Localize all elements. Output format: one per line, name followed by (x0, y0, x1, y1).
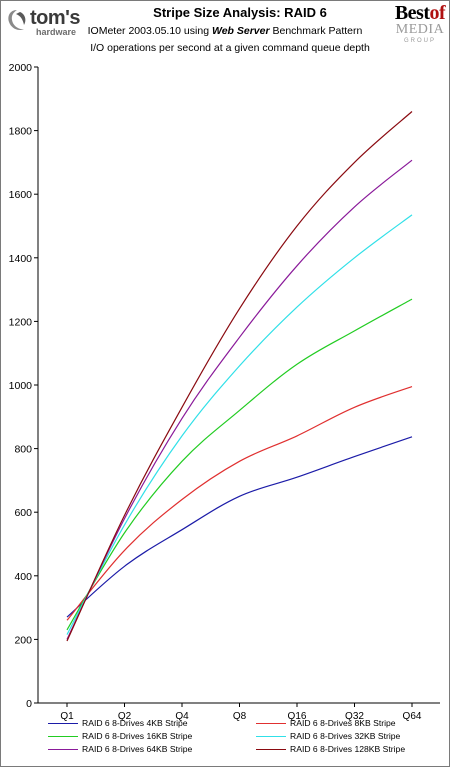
y-tick-label: 400 (14, 571, 32, 583)
legend-label: RAID 6 8-Drives 128KB Stripe (290, 744, 406, 754)
y-tick-label: 800 (14, 444, 32, 456)
series-line-3 (66, 298, 413, 631)
toms-hardware-logo: tom's hardware (6, 6, 86, 40)
series-line-1 (66, 436, 413, 618)
logo-text: tom's (30, 7, 81, 29)
x-tick-label: Q16 (288, 711, 307, 722)
y-tick-label: 1600 (9, 189, 33, 201)
y-tick-label: 1200 (9, 316, 33, 328)
legend-swatch (48, 723, 78, 724)
legend-swatch (48, 749, 78, 750)
series-line-2 (66, 386, 413, 621)
y-tick-label: 2000 (9, 62, 33, 74)
toms-hardware-swirl-icon (8, 10, 26, 31)
chart-subtitle: IOMeter 2003.05.10 using Web Server Benc… (87, 25, 363, 37)
media-text: MEDIA (395, 22, 445, 37)
legend-swatch (256, 736, 286, 737)
legend-label: RAID 6 8-Drives 64KB Stripe (82, 744, 193, 754)
legend-label: RAID 6 8-Drives 8KB Stripe (290, 718, 396, 728)
x-tick-label: Q8 (233, 711, 247, 722)
best-of-media-logo: Bestof MEDIA GROUP (392, 3, 448, 49)
y-tick-label: 1800 (9, 126, 33, 138)
best-of-text: Bestof (394, 2, 446, 24)
x-tick-label: Q2 (118, 711, 132, 722)
x-tick-label: Q32 (345, 711, 364, 722)
x-tick-label: Q1 (60, 711, 74, 722)
y-tick-label: 1000 (9, 380, 33, 392)
chart-title: Stripe Size Analysis: RAID 6 (153, 5, 327, 20)
legend-swatch (256, 723, 286, 724)
series-line-6 (66, 111, 413, 642)
chart-subtitle-2: I/O operations per second at a given com… (90, 42, 370, 54)
legend-label: RAID 6 8-Drives 4KB Stripe (82, 718, 188, 728)
logo-subtext: hardware (36, 27, 77, 37)
legend-label: RAID 6 8-Drives 32KB Stripe (290, 731, 401, 741)
series-line-4 (66, 214, 413, 635)
y-tick-label: 1400 (9, 253, 33, 265)
legend-label: RAID 6 8-Drives 16KB Stripe (82, 731, 193, 741)
x-tick-label: Q4 (175, 711, 189, 722)
y-tick-label: 0 (26, 698, 32, 710)
y-tick-label: 200 (14, 634, 32, 646)
group-text: GROUP (403, 38, 436, 44)
legend-swatch (48, 736, 78, 737)
x-tick-label: Q64 (403, 711, 422, 722)
legend-swatch (256, 749, 286, 750)
y-tick-label: 600 (14, 507, 32, 519)
series-line-5 (66, 159, 413, 640)
plot-area (38, 67, 440, 703)
